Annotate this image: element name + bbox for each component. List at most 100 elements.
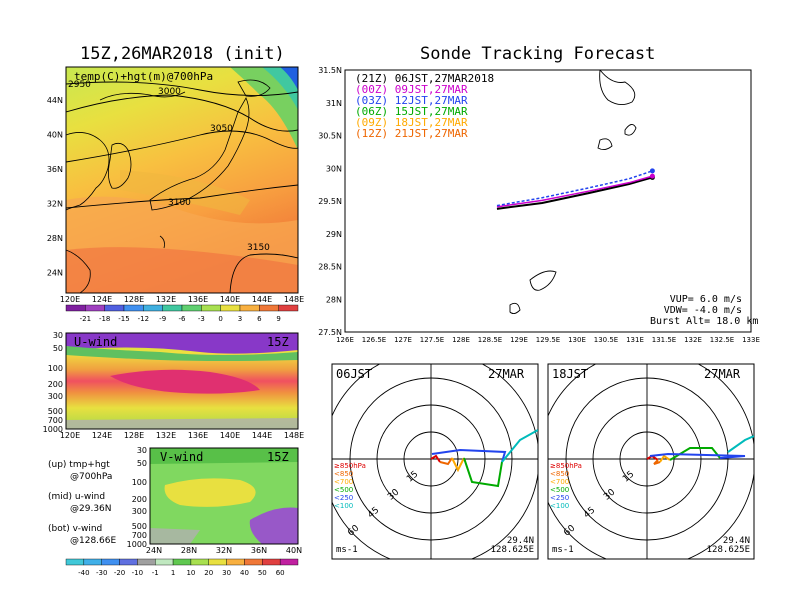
colorbar-tick: 0 xyxy=(218,315,222,323)
v-wind-shading xyxy=(150,448,298,544)
note-bot-line1: (bot) v-wind xyxy=(48,524,103,534)
track-lat-tick: 27.5N xyxy=(318,328,342,337)
u-lon-tick: 144E xyxy=(252,431,272,440)
v-lat-tick: 24N xyxy=(146,546,162,555)
colorbar-tick: -3 xyxy=(198,315,205,323)
map-lon-tick: 128E xyxy=(124,295,144,304)
v-colorbar-tick: 10 xyxy=(186,569,195,577)
v-colorbar-tick: 50 xyxy=(258,569,267,577)
polar-left-lon: 128.625E xyxy=(490,545,534,555)
v-lat-ticks: 24N 28N 32N 36N 40N xyxy=(146,546,302,555)
pressure-level-label: <850 xyxy=(550,470,570,478)
track-lon-tick: 130.5E xyxy=(594,336,618,344)
colorbar-swatch xyxy=(220,304,241,312)
polar-left-location: 29.4N 128.625E xyxy=(478,537,534,555)
height-contours xyxy=(66,81,298,293)
v-colorbar-swatch xyxy=(101,558,120,566)
u-lon-tick: 120E xyxy=(60,431,80,440)
v-colorbar-swatch xyxy=(83,558,102,566)
map-title: 15Z,26MAR2018 (init) xyxy=(80,44,285,64)
u-pressure-tick: 1000 xyxy=(43,425,63,434)
v-pressure-tick: 500 xyxy=(132,522,147,531)
polar-right-lat: 29.4N xyxy=(722,536,750,546)
pressure-level-label: <700 xyxy=(334,478,354,486)
colorbar-tick: -21 xyxy=(80,315,91,323)
v-lat-tick: 28N xyxy=(181,546,197,555)
u-pressure-tick: 500 xyxy=(48,407,63,416)
v-lat-tick: 36N xyxy=(251,546,267,555)
v-wind-time: 15Z xyxy=(267,450,289,464)
track-lon-tick: 129.5E xyxy=(536,336,560,344)
track-legend-entry: (12Z) 21JST,27MAR xyxy=(355,127,468,140)
pressure-level-label: <100 xyxy=(334,502,354,510)
u-pressure-tick: 50 xyxy=(53,344,63,353)
pressure-level-label: <250 xyxy=(550,494,570,502)
map-frame xyxy=(65,66,299,294)
note-bot-line2: @128.66E xyxy=(70,536,117,546)
map-lon-tick: 148E xyxy=(284,295,304,304)
map-lat-tick: 36N xyxy=(47,165,63,174)
v-pressure-tick: 50 xyxy=(137,459,147,468)
colorbar-tick: -12 xyxy=(138,315,149,323)
track-legend-entry: (03Z) 12JST,27MAR xyxy=(355,94,468,107)
track-params: VUP= 6.0 m/s VDW= -4.0 m/s Burst Alt= 18… xyxy=(650,294,759,327)
track-lon-tick: 127E xyxy=(394,336,412,344)
track-lat-tick: 30N xyxy=(326,164,342,173)
temperature-colorbar: -21 -18 -15 -12 -9 -6 -3 0 3 6 9 xyxy=(65,304,299,323)
u-lon-tick: 124E xyxy=(92,431,112,440)
track-lon-tick: 132E xyxy=(684,336,702,344)
polar-right-units: ms-1 xyxy=(552,545,574,555)
u-wind-label: U-wind xyxy=(74,335,118,349)
v-colorbar-tick: -20 xyxy=(114,569,125,577)
u-lon-tick: 128E xyxy=(124,431,144,440)
map-lon-tick: 140E xyxy=(220,295,240,304)
track-lon-tick: 126E xyxy=(336,336,354,344)
u-wind-time: 15Z xyxy=(267,335,289,349)
map-lon-tick: 132E xyxy=(156,295,176,304)
track-lon-tick: 131E xyxy=(626,336,644,344)
track-endpoint xyxy=(649,173,655,179)
polar-right-level-legend: ≥850hPa <850 <700 <500 <250 <100 xyxy=(550,462,582,510)
colorbar-swatch xyxy=(123,304,144,312)
v-colorbar-swatch xyxy=(172,558,192,566)
pressure-level-label: <500 xyxy=(550,486,570,494)
colorbar-swatch xyxy=(239,304,260,312)
track-legend-entry: (09Z) 18JST,27MAR xyxy=(355,116,468,129)
u-pressure-tick: 200 xyxy=(48,380,63,389)
pressure-level-label: <100 xyxy=(550,502,570,510)
polar-left-level-legend: ≥850hPa <850 <700 <500 <250 <100 xyxy=(334,462,366,510)
polar-hodograph-left xyxy=(331,363,539,560)
v-pressure-tick: 1000 xyxy=(127,540,147,549)
polar-right-grid xyxy=(548,364,754,559)
v-lat-tick: 32N xyxy=(216,546,232,555)
map-lat-ticks: 44N 40N 36N 32N 28N 24N xyxy=(47,96,63,278)
track-panel: 31.5N 31N 30.5N 30N 29.5N 29N 28.5N 28N 27.5N 12… xyxy=(318,66,760,344)
pressure-level-label: <500 xyxy=(334,486,354,494)
v-colorbar-tick: -30 xyxy=(96,569,107,577)
map-lon-tick: 124E xyxy=(92,295,112,304)
colorbar-tick: -15 xyxy=(118,315,129,323)
track-lon-tick: 126.5E xyxy=(362,336,386,344)
map-lon-tick: 136E xyxy=(188,295,208,304)
colorbar-swatch xyxy=(65,304,86,312)
map-lon-tick: 144E xyxy=(252,295,272,304)
param-burst: Burst Alt= 18.0 km xyxy=(650,316,759,327)
u-pressure-tick: 100 xyxy=(48,364,63,373)
param-vup: VUP= 6.0 m/s xyxy=(669,294,742,305)
v-colorbar-tick: 40 xyxy=(240,569,249,577)
track-legend-entry: (00Z) 09JST,27MAR xyxy=(355,83,468,96)
colorbar-swatch xyxy=(181,304,202,312)
u-pressure-tick: 700 xyxy=(48,416,63,425)
polar-left-time: 06JST xyxy=(336,367,373,381)
polar-right-time: 18JST xyxy=(552,367,589,381)
temperature-shading xyxy=(66,67,298,293)
v-pressure-tick: 30 xyxy=(137,446,147,455)
v-colorbar-swatch xyxy=(65,558,85,566)
track-lon-ticks: 126E 126.5E 127E 127.5E 128E 128.5E 129E 129.5E… xyxy=(336,336,760,344)
colorbar-tick: -9 xyxy=(159,315,166,323)
track-lon-tick: 128E xyxy=(452,336,470,344)
u-lon-ticks: 120E 124E 128E 132E 136E 140E 144E 148E xyxy=(60,431,304,440)
